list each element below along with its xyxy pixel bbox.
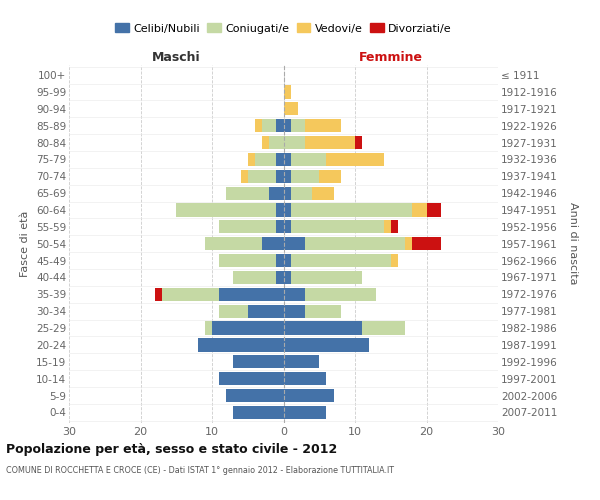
- Bar: [290, 153, 326, 166]
- Bar: [284, 136, 305, 149]
- Bar: [284, 220, 290, 234]
- Bar: [319, 170, 341, 183]
- Bar: [284, 304, 305, 318]
- Bar: [226, 186, 269, 200]
- Bar: [284, 186, 290, 200]
- Bar: [391, 220, 398, 234]
- Bar: [176, 204, 277, 216]
- Bar: [284, 355, 319, 368]
- Bar: [427, 204, 441, 216]
- Bar: [412, 237, 441, 250]
- Bar: [284, 237, 305, 250]
- Bar: [198, 338, 284, 351]
- Bar: [284, 288, 305, 301]
- Bar: [412, 204, 427, 216]
- Bar: [205, 237, 262, 250]
- Y-axis label: Anni di nascita: Anni di nascita: [568, 202, 578, 285]
- Bar: [305, 136, 355, 149]
- Bar: [255, 153, 277, 166]
- Bar: [290, 254, 391, 267]
- Bar: [284, 406, 326, 419]
- Bar: [405, 237, 412, 250]
- Bar: [290, 119, 305, 132]
- Bar: [269, 186, 284, 200]
- Bar: [269, 136, 284, 149]
- Bar: [290, 204, 412, 216]
- Text: Maschi: Maschi: [152, 51, 200, 64]
- Bar: [284, 86, 290, 98]
- Bar: [312, 186, 334, 200]
- Bar: [284, 254, 290, 267]
- Bar: [277, 119, 284, 132]
- Bar: [219, 288, 284, 301]
- Bar: [290, 170, 319, 183]
- Bar: [355, 136, 362, 149]
- Text: COMUNE DI ROCCHETTA E CROCE (CE) - Dati ISTAT 1° gennaio 2012 - Elaborazione TUT: COMUNE DI ROCCHETTA E CROCE (CE) - Dati …: [6, 466, 394, 475]
- Bar: [219, 372, 284, 385]
- Bar: [233, 355, 284, 368]
- Bar: [233, 406, 284, 419]
- Y-axis label: Fasce di età: Fasce di età: [20, 210, 31, 277]
- Bar: [219, 304, 248, 318]
- Bar: [305, 304, 341, 318]
- Bar: [284, 153, 290, 166]
- Bar: [233, 271, 277, 284]
- Bar: [262, 237, 284, 250]
- Bar: [212, 322, 284, 334]
- Bar: [362, 322, 405, 334]
- Legend: Celibi/Nubili, Coniugati/e, Vedovi/e, Divorziati/e: Celibi/Nubili, Coniugati/e, Vedovi/e, Di…: [111, 18, 456, 38]
- Bar: [219, 220, 277, 234]
- Bar: [290, 271, 362, 284]
- Bar: [305, 288, 376, 301]
- Bar: [290, 186, 312, 200]
- Text: Femmine: Femmine: [359, 51, 423, 64]
- Bar: [277, 153, 284, 166]
- Bar: [248, 153, 255, 166]
- Bar: [277, 220, 284, 234]
- Bar: [219, 254, 277, 267]
- Bar: [284, 204, 290, 216]
- Bar: [277, 204, 284, 216]
- Bar: [241, 170, 248, 183]
- Bar: [391, 254, 398, 267]
- Bar: [284, 119, 290, 132]
- Bar: [248, 304, 284, 318]
- Bar: [284, 170, 290, 183]
- Bar: [305, 119, 341, 132]
- Bar: [205, 322, 212, 334]
- Bar: [290, 220, 383, 234]
- Text: Popolazione per età, sesso e stato civile - 2012: Popolazione per età, sesso e stato civil…: [6, 442, 337, 456]
- Bar: [255, 119, 262, 132]
- Bar: [277, 170, 284, 183]
- Bar: [162, 288, 219, 301]
- Bar: [262, 119, 277, 132]
- Bar: [326, 153, 383, 166]
- Bar: [277, 254, 284, 267]
- Bar: [284, 322, 362, 334]
- Bar: [284, 102, 298, 116]
- Bar: [305, 237, 405, 250]
- Bar: [284, 389, 334, 402]
- Bar: [262, 136, 269, 149]
- Bar: [155, 288, 162, 301]
- Bar: [284, 338, 370, 351]
- Bar: [277, 271, 284, 284]
- Bar: [284, 271, 290, 284]
- Bar: [226, 389, 284, 402]
- Bar: [383, 220, 391, 234]
- Bar: [284, 372, 326, 385]
- Bar: [248, 170, 277, 183]
